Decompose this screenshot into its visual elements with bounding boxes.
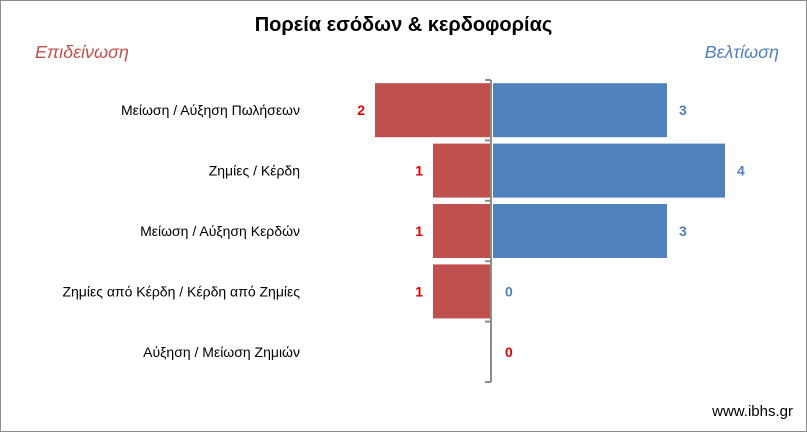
bar-worsening — [433, 264, 491, 319]
category-label: Αύξηση / Μείωση Ζημιών — [143, 344, 300, 360]
value-label-improvement: 3 — [679, 102, 687, 118]
chart-title: Πορεία εσόδων & κερδοφορίας — [254, 14, 553, 36]
category-label: Ζημίες από Κέρδη / Κέρδη από Ζημίες — [62, 283, 300, 299]
worsening-heading: Επιδείνωση — [35, 42, 129, 62]
value-label-worsening: 1 — [415, 223, 423, 239]
bar-improvement — [493, 83, 667, 138]
footer-url: www.ibhs.gr — [712, 403, 793, 420]
bar-worsening — [375, 83, 491, 138]
value-label-improvement: 0 — [505, 344, 513, 360]
category-label: Μείωση / Αύξηση Πωλήσεων — [121, 102, 300, 118]
value-label-improvement: 3 — [679, 223, 687, 239]
bar-improvement — [493, 204, 667, 258]
bar-worsening — [433, 204, 491, 258]
value-label-improvement: 4 — [737, 163, 745, 179]
improvement-heading: Βελτίωση — [704, 42, 779, 62]
value-label-improvement: 0 — [505, 283, 513, 299]
category-label: Ζημίες / Κέρδη — [209, 163, 300, 179]
category-label: Μείωση / Αύξηση Κερδών — [140, 223, 300, 239]
value-label-worsening: 1 — [415, 163, 423, 179]
value-label-worsening: 1 — [415, 283, 423, 299]
bar-improvement — [493, 143, 725, 198]
value-label-worsening: 2 — [357, 102, 365, 118]
bar-worsening — [433, 143, 491, 198]
